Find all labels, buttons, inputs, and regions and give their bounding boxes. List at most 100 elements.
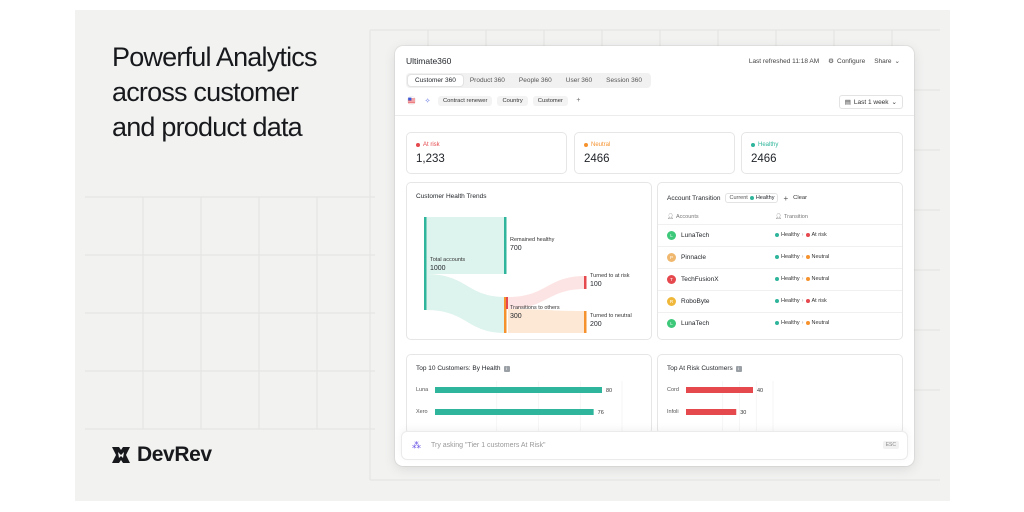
us-flag-icon[interactable] <box>406 95 417 106</box>
share-label: Share <box>874 57 892 65</box>
status-dot <box>584 143 588 147</box>
account-transition-card: Account Transition Current Healthy + Cle… <box>657 182 903 340</box>
chevron-down-icon: ⌄ <box>891 99 897 106</box>
top-health-card: Top 10 Customers: By Health i Luna 80 Xero… <box>406 354 652 435</box>
info-icon[interactable]: i <box>503 365 510 372</box>
bar-value-label: 76 <box>598 410 604 416</box>
account-name: RoboByte <box>681 298 710 305</box>
stat-label-text: Neutral <box>591 142 611 148</box>
date-range-label: Last 1 week <box>853 98 889 106</box>
stat-card-healthy[interactable]: Healthy 2466 <box>741 132 903 174</box>
devrev-logo-icon <box>112 447 130 463</box>
status-dot <box>805 233 810 237</box>
bar[interactable] <box>435 409 594 415</box>
tab-user-360[interactable]: User 360 <box>565 77 593 84</box>
chevron-right-icon: › <box>801 232 804 238</box>
top-health-bar-chart: Luna80Xero76Nexu66 <box>416 381 623 435</box>
transition-from: Healthy <box>781 232 800 238</box>
sankey-node-value: 200 <box>590 321 602 328</box>
stat-label: Neutral <box>584 142 610 148</box>
transition-to: Neutral <box>811 320 830 326</box>
filter-country[interactable]: Country <box>497 95 528 106</box>
tab-people-360[interactable]: People 360 <box>518 77 552 84</box>
avatar: P <box>667 253 676 262</box>
table-row[interactable]: L LunaTech Healthy › Neutral <box>658 312 902 334</box>
top-actions: Last refreshed 11:18 AM ⚙ Configure Shar… <box>748 57 900 66</box>
background-grid <box>85 29 940 481</box>
analytics-window: Ultimate360 Last refreshed 11:18 AM ⚙ Co… <box>395 46 914 466</box>
card-title: Customer Health Trends <box>416 193 487 200</box>
sparkle-filter-icon[interactable]: ✧ <box>424 97 431 105</box>
transition-cell: Healthy › At risk <box>775 232 827 238</box>
info-icon[interactable]: i <box>735 365 742 372</box>
column-header-accounts: 👤︎ Accounts <box>667 214 699 220</box>
bar-value-label: 30 <box>740 410 746 416</box>
add-filter-icon[interactable]: + <box>783 193 789 203</box>
person-icon: 👤︎ <box>667 214 674 220</box>
brand-logo: DevRev <box>111 443 212 467</box>
status-dot <box>805 299 810 303</box>
top-risk-card: Top At Risk Customers i Cord40Infoli30Ne… <box>657 354 903 435</box>
chevron-down-icon: ⌄ <box>894 58 900 65</box>
status-dot <box>751 143 755 147</box>
filter-contract-renewer[interactable]: Contract renewer <box>438 95 493 106</box>
filter-customer[interactable]: Customer <box>532 95 568 106</box>
assistant-bar[interactable]: ⁂ Try asking "Tier 1 customers At Risk" … <box>401 431 908 460</box>
headline-line: and product data <box>112 112 303 142</box>
brand-name: DevRev <box>137 443 212 466</box>
transition-from: Healthy <box>781 254 800 260</box>
chevron-right-icon: › <box>801 254 804 260</box>
bar-category-label: Cord <box>667 387 679 393</box>
status-dot <box>775 233 779 237</box>
account-cell: R RoboByte <box>667 297 710 306</box>
marketing-banner: Powerful Analytics across customer and p… <box>75 10 950 501</box>
avatar: R <box>667 297 676 306</box>
bar[interactable] <box>686 409 737 415</box>
account-transition-header: Account Transition Current Healthy + Cle… <box>667 193 807 203</box>
status-dot <box>775 321 779 325</box>
assistant-placeholder[interactable]: Try asking "Tier 1 customers At Risk" <box>431 442 546 449</box>
status-dot <box>805 321 810 325</box>
table-row[interactable]: T TechFusionX Healthy › Neutral <box>658 268 902 290</box>
tab-session-360[interactable]: Session 360 <box>606 77 642 84</box>
account-cell: P Pinnacle <box>667 253 706 262</box>
sankey-node-value: 1000 <box>430 265 446 272</box>
esc-key-hint: ESC <box>882 441 899 449</box>
headline-line: across customer <box>112 77 299 107</box>
avatar: L <box>667 231 676 240</box>
account-name: Pinnacle <box>681 254 706 261</box>
table-row[interactable]: L LunaTech Healthy › At risk <box>658 224 902 246</box>
status-dot <box>416 143 420 147</box>
current-filter-pill[interactable]: Current Healthy <box>725 193 779 203</box>
sparkle-icon: ⁂ <box>412 440 421 450</box>
clear-button[interactable]: Clear <box>793 195 808 201</box>
transition-from: Healthy <box>781 320 800 326</box>
health-trends-card: Customer Health Trends Total accounts 10… <box>406 182 652 340</box>
table-row[interactable]: P Pinnacle Healthy › Neutral <box>658 246 902 268</box>
transition-to: Neutral <box>811 276 830 282</box>
stat-card-at-risk[interactable]: At risk 1,233 <box>406 132 567 174</box>
configure-button[interactable]: ⚙ Configure <box>828 57 865 66</box>
date-range-select[interactable]: ▤ Last 1 week ⌄ <box>838 95 903 109</box>
table-row[interactable]: R RoboByte Healthy › At risk <box>658 290 902 312</box>
stat-label: At risk <box>416 142 440 148</box>
transition-cell: Healthy › Neutral <box>775 320 829 326</box>
stat-card-neutral[interactable]: Neutral 2466 <box>574 132 735 174</box>
sankey-node-label: Remained healthy <box>510 237 555 243</box>
stat-label: Healthy <box>751 142 778 148</box>
bar-category-label: Luna <box>416 387 429 393</box>
tab-bar: Customer 360 Product 360 People 360 User… <box>406 73 651 88</box>
share-button[interactable]: Share ⌄ <box>874 57 900 66</box>
tab-customer-360[interactable]: Customer 360 <box>408 75 463 86</box>
bar[interactable] <box>686 387 753 393</box>
tab-product-360[interactable]: Product 360 <box>469 77 505 84</box>
bar[interactable] <box>435 387 602 393</box>
chevron-right-icon: › <box>801 276 804 282</box>
account-name: LunaTech <box>681 232 710 239</box>
add-filter-icon[interactable]: + <box>576 97 581 104</box>
sankey-diagram <box>424 217 587 333</box>
header-divider <box>395 115 914 116</box>
last-refreshed: Last refreshed 11:18 AM <box>748 57 820 65</box>
status-dot <box>775 255 779 259</box>
stat-value: 2466 <box>584 153 610 165</box>
